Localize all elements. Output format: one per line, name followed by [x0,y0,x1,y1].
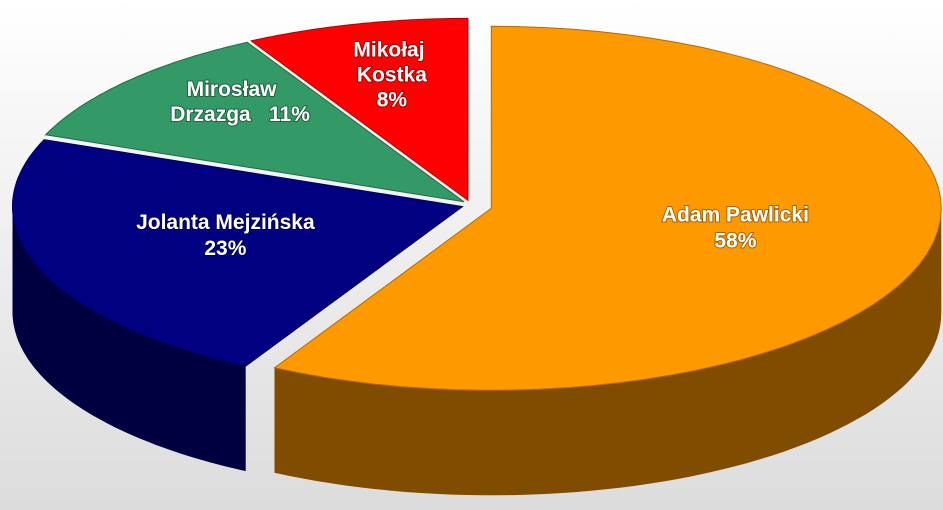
value-label: 11% [269,103,310,126]
slice [250,17,469,202]
label-line: Mikołaj [353,38,430,61]
label-line: Mirosław [187,78,283,101]
slice [12,139,464,367]
value-label: 23% [204,237,246,260]
slice-label: Mikołaj Kostka [353,38,430,86]
pie-tops [12,17,942,391]
pie-labels: Adam Pawlicki 58% Jolanta Mejzińska 23% Miro… [135,37,810,261]
value-label: 58% [714,230,756,253]
slice-label: Adam Pawlicki [662,204,809,227]
label-line: Kostka [357,63,427,86]
slice-label: Mirosław Drzazga [170,78,282,126]
slice-label: Jolanta Mejzińska [136,211,315,234]
slice [273,25,942,391]
slice-side [12,206,246,472]
slice [44,41,465,203]
pie-sides [12,206,942,496]
label-line: Drzazga [170,103,251,126]
slice-side [274,208,942,496]
value-label: 8% [377,88,408,111]
